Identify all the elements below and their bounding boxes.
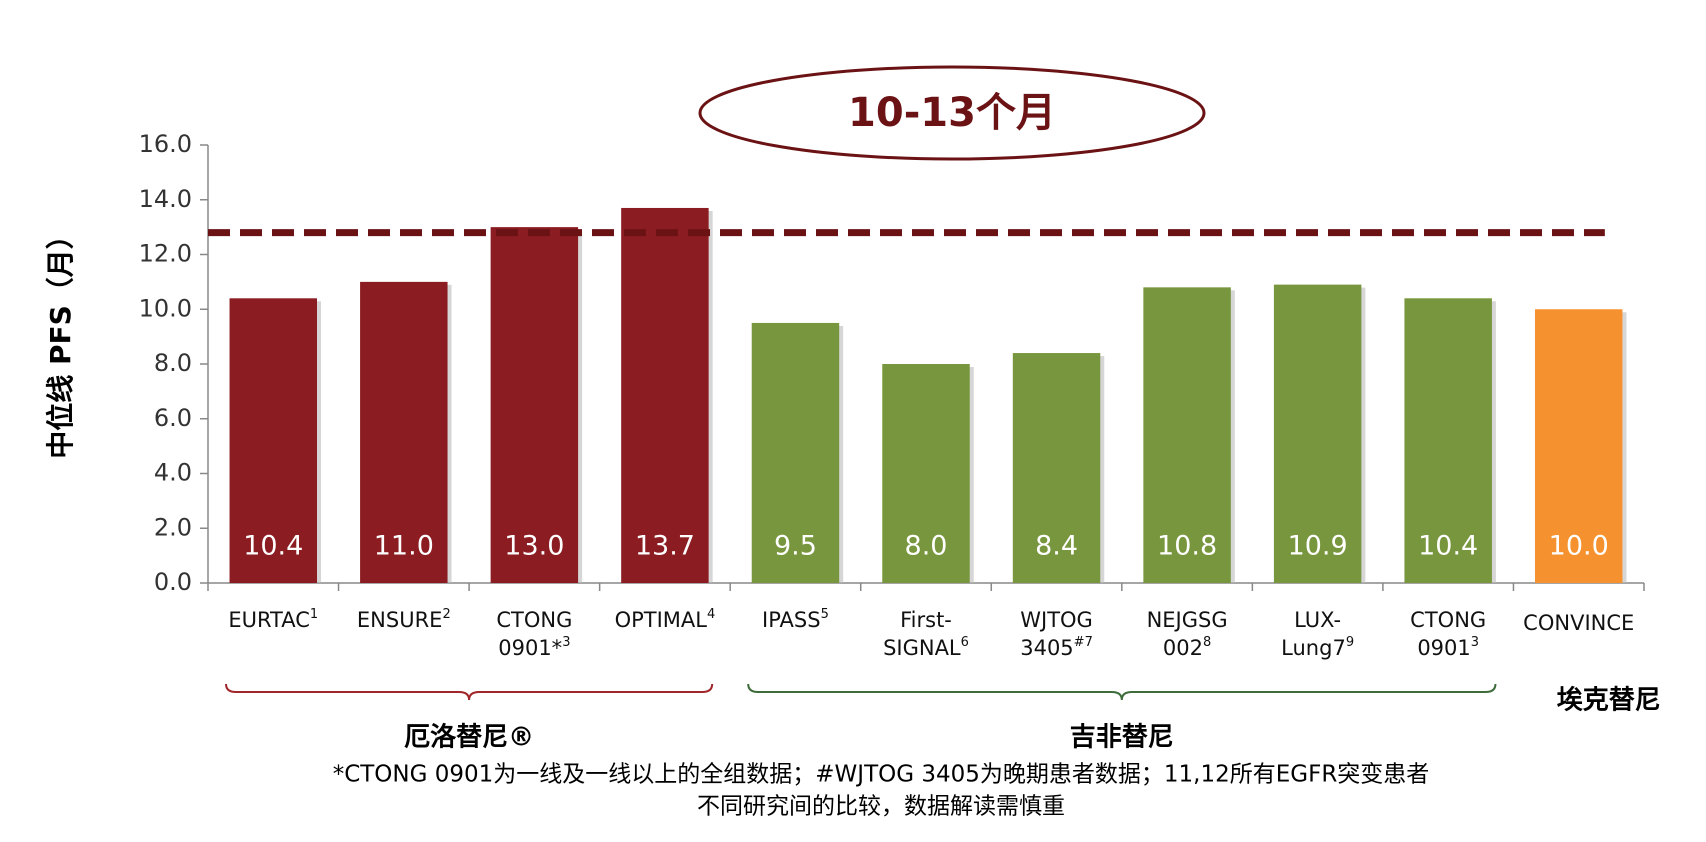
bar (490, 227, 579, 583)
x-tick-line: 002 (1163, 636, 1203, 660)
value-label: 10.4 (1418, 531, 1478, 562)
value-label: 10.9 (1288, 531, 1348, 562)
x-tick-label: First- SIGNAL6 (883, 608, 969, 660)
value-label: 13.0 (504, 531, 564, 562)
x-tick-superscript: 9 (1346, 635, 1354, 650)
x-tick-text: First- SIGNAL (883, 608, 961, 660)
x-tick-text: CONVINCE (1523, 611, 1634, 635)
x-tick-label: CONVINCE (1523, 611, 1634, 635)
x-tick-text: EURTAC (228, 608, 310, 632)
y-tick-label: 12.0 (139, 240, 192, 268)
value-label: 13.7 (635, 531, 695, 562)
x-tick-label: WJTOG 3405#7 (1020, 608, 1093, 660)
x-tick-superscript: 6 (961, 635, 969, 650)
x-tick-superscript: 3 (1471, 635, 1479, 650)
bar (1143, 287, 1231, 583)
x-tick-superscript: 8 (1203, 635, 1211, 650)
value-label: 10.4 (243, 531, 303, 562)
x-tick-label: ENSURE2 (357, 607, 451, 633)
x-tick-text: CTONG 0901* (496, 608, 572, 660)
x-tick-line: SIGNAL (883, 636, 961, 660)
x-tick-line: LUX- (1294, 608, 1341, 632)
y-tick-label: 8.0 (154, 349, 192, 377)
group-label: 厄洛替尼® (404, 722, 534, 753)
group-label: 埃克替尼 (1557, 686, 1661, 716)
y-tick-label: 10.0 (139, 294, 192, 322)
bar (1012, 353, 1101, 583)
value-label: 11.0 (374, 531, 434, 562)
x-tick-superscript: #7 (1074, 635, 1093, 650)
footnote: *CTONG 0901为一线及一线以上的全组数据；#WJTOG 3405为晚期患… (333, 762, 1430, 788)
x-tick-label: LUX- Lung79 (1281, 608, 1354, 660)
y-tick-label: 0.0 (154, 568, 192, 596)
bar (1534, 309, 1623, 583)
footnote: 不同研究间的比较，数据解读需慎重 (697, 794, 1065, 820)
y-tick-label: 4.0 (154, 459, 192, 487)
bar (229, 298, 318, 583)
x-tick-label: CTONG 0901*3 (496, 608, 572, 660)
bar (1273, 284, 1362, 583)
x-tick-label: NEJGSG 0028 (1147, 608, 1228, 660)
x-tick-text: OPTIMAL (615, 608, 708, 632)
x-tick-text: WJTOG 3405 (1020, 608, 1093, 660)
x-tick-text: ENSURE (357, 608, 443, 632)
x-tick-line: CTONG (1410, 608, 1486, 632)
annotation-ellipse (698, 65, 1206, 161)
value-label: 9.5 (774, 531, 817, 562)
y-tick-label: 2.0 (154, 513, 192, 541)
x-tick-line: 3405 (1020, 636, 1073, 660)
x-tick-line: CTONG (496, 608, 572, 632)
bar (360, 281, 448, 583)
group-bracket (225, 683, 714, 701)
x-tick-line: IPASS (762, 608, 821, 632)
x-tick-superscript: 3 (562, 635, 570, 650)
bar (1404, 298, 1492, 583)
x-tick-line: 0901 (1417, 636, 1470, 660)
x-tick-text: LUX- Lung7 (1281, 608, 1346, 660)
x-tick-line: OPTIMAL (615, 608, 708, 632)
y-axis-label: 中位线 PFS（月） (44, 221, 77, 459)
x-tick-line: 0901* (498, 636, 562, 660)
annotation: 10-13个月 (848, 90, 1056, 136)
group-label: 吉非替尼 (1070, 723, 1174, 753)
x-tick-line: First- (900, 608, 952, 632)
x-tick-label: CTONG 09013 (1410, 608, 1486, 660)
x-tick-text: IPASS (762, 608, 821, 632)
value-label: 10.8 (1157, 531, 1217, 562)
x-tick-superscript: 4 (707, 607, 715, 622)
y-tick-label: 16.0 (139, 130, 192, 158)
x-tick-line: EURTAC (228, 608, 310, 632)
y-tick-label: 6.0 (154, 404, 192, 432)
x-tick-superscript: 1 (310, 607, 318, 622)
value-label: 8.0 (905, 531, 948, 562)
bar (621, 207, 709, 583)
x-tick-label: OPTIMAL4 (615, 607, 716, 633)
value-label: 8.4 (1035, 531, 1078, 562)
x-tick-line: NEJGSG (1147, 608, 1228, 632)
x-tick-text: NEJGSG 002 (1147, 608, 1228, 660)
bar (882, 364, 970, 583)
x-tick-line: WJTOG (1020, 608, 1093, 632)
x-tick-superscript: 5 (821, 607, 829, 622)
x-tick-line: CONVINCE (1523, 611, 1634, 635)
bar (751, 322, 840, 583)
group-bracket (747, 683, 1497, 701)
value-label: 10.0 (1549, 531, 1609, 562)
x-tick-superscript: 2 (442, 607, 450, 622)
x-tick-text: CTONG 0901 (1410, 608, 1486, 660)
y-tick-label: 14.0 (139, 185, 192, 213)
x-tick-label: IPASS5 (762, 607, 829, 633)
x-tick-line: ENSURE (357, 608, 443, 632)
x-tick-line: Lung7 (1281, 636, 1346, 660)
x-tick-label: EURTAC1 (228, 607, 318, 633)
